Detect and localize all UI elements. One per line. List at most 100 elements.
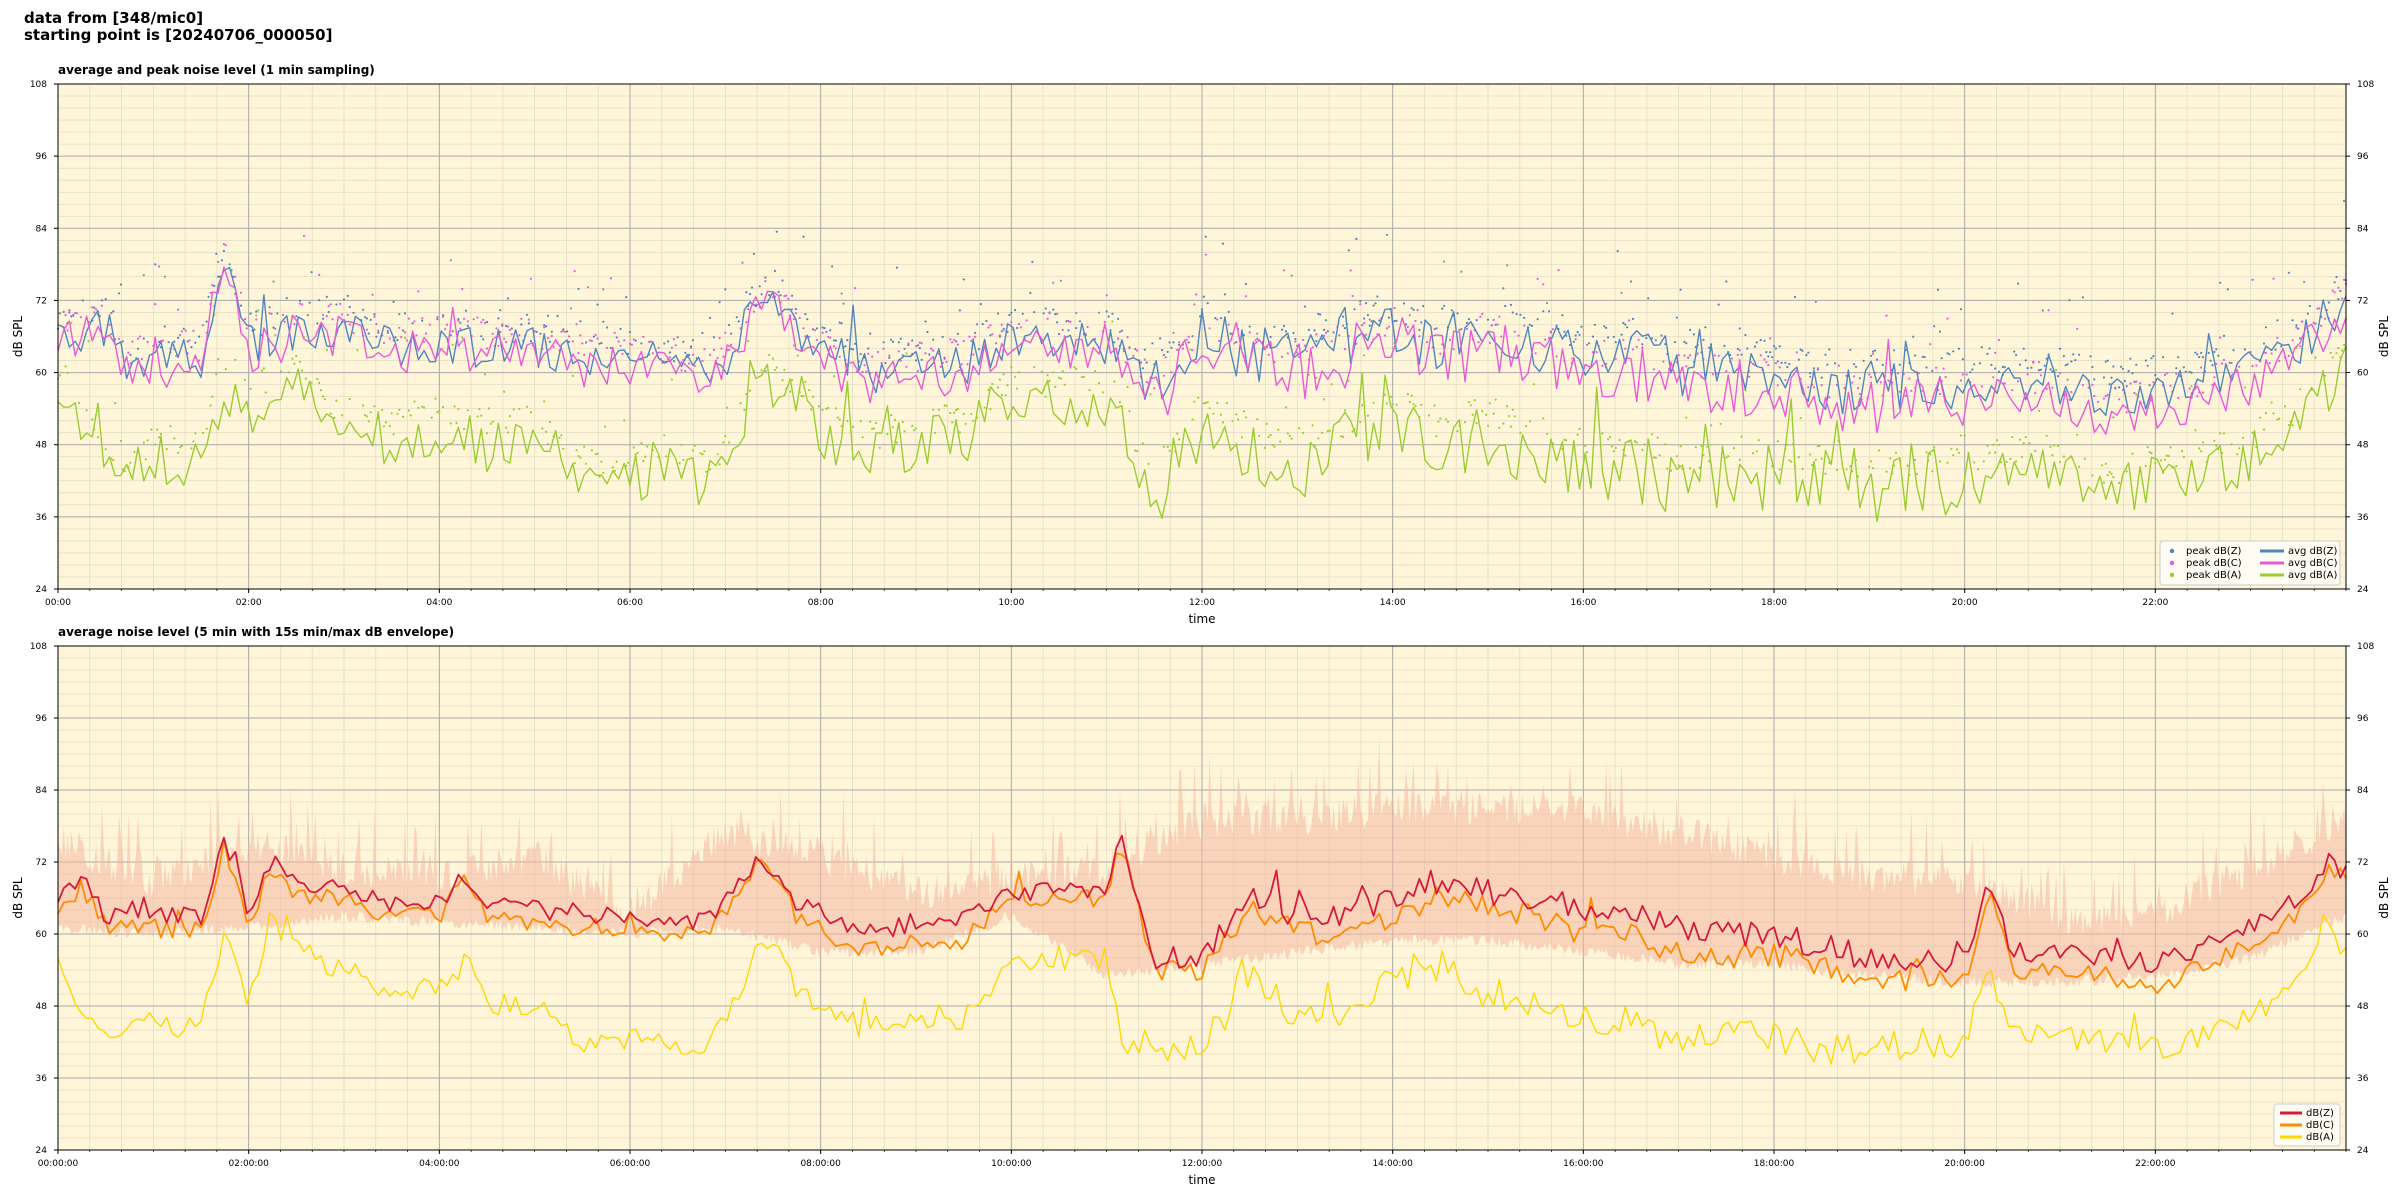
peak-point [2001,365,2004,369]
peak-point [1427,414,1430,417]
peak-point [2196,395,2199,398]
peak-point [628,342,632,345]
peak-point [228,263,231,266]
peak-point [403,312,407,315]
peak-point [392,300,395,303]
peak-point [457,408,460,411]
peak-point [1959,379,1962,382]
peak-point [901,420,904,424]
peak-point [1439,417,1442,420]
peak-point [2209,359,2212,362]
peak-point [981,323,984,326]
peak-point [1220,413,1223,416]
peak-point [1435,435,1438,438]
peak-point [76,312,79,315]
peak-point [1202,402,1205,405]
peak-point [712,348,716,351]
peak-point [1795,351,1798,354]
peak-point [1713,354,1716,357]
peak-point [1136,450,1139,453]
peak-point [2339,289,2342,293]
peak-point [382,425,386,428]
peak-point [1456,312,1459,315]
peak-point [1406,393,1409,396]
peak-point [2201,441,2205,444]
x-tick-label: 06:00:00 [610,1159,651,1169]
peak-point [400,336,403,339]
chart-title: average and peak noise level (1 min samp… [58,63,375,77]
peak-point [1976,468,1980,471]
peak-point [262,367,265,370]
peak-point [270,312,273,315]
peak-point [1233,342,1236,345]
peak-point [703,348,706,351]
peak-point [2264,326,2267,329]
peak-point [510,333,513,336]
peak-point [1460,270,1463,273]
peak-point [1303,305,1307,308]
peak-point [505,325,508,328]
x-axis-label: time [1188,1173,1215,1187]
x-tick-label: 22:00 [2142,598,2168,608]
peak-point [1322,328,1326,331]
peak-point [436,315,439,319]
peak-point [781,279,784,282]
peak-point [373,315,376,318]
peak-point [1061,370,1064,373]
peak-point [365,415,368,418]
peak-point [70,315,73,318]
peak-point [2327,301,2330,304]
peak-point [1994,451,1997,454]
peak-point [968,335,971,338]
peak-point [1281,355,1284,358]
peak-point [417,406,420,409]
x-tick-label: 10:00:00 [991,1159,1032,1169]
peak-point [2053,444,2056,447]
peak-point [636,451,639,454]
peak-point [127,351,130,354]
peak-point [832,375,836,378]
peak-point [975,323,979,326]
peak-point [2102,397,2105,400]
peak-point [2278,417,2281,420]
peak-point [1936,288,1940,291]
peak-point [2171,312,2174,315]
peak-point [884,361,887,365]
peak-point [956,343,960,346]
peak-point [2163,373,2166,376]
peak-point [1128,410,1131,413]
peak-point [299,302,302,305]
peak-point [829,329,832,332]
y-tick-label-right: 60 [2357,369,2369,379]
peak-point [1067,320,1070,323]
peak-point [1858,392,1861,396]
peak-point [789,390,792,393]
peak-point [1002,373,1005,376]
peak-point [434,397,437,400]
peak-point [838,355,841,359]
peak-point [2329,351,2332,354]
peak-point [508,415,511,418]
peak-point [953,338,956,341]
peak-point [2200,366,2203,369]
y-tick-label: 24 [36,1146,48,1156]
peak-point [1010,366,1013,369]
peak-point [1237,418,1240,421]
peak-point [1471,413,1474,416]
peak-point [205,427,208,430]
peak-point [66,329,69,332]
peak-point [543,400,546,403]
peak-point [649,340,653,343]
peak-point [1673,340,1676,344]
peak-point [1425,341,1429,344]
peak-point [2118,398,2121,401]
peak-point [546,314,550,317]
peak-point [1057,376,1061,379]
peak-point [112,310,115,313]
peak-point [1757,439,1760,442]
peak-point [1740,435,1743,438]
peak-point [2299,345,2302,348]
peak-point [163,325,166,328]
peak-point [1988,451,1991,454]
peak-point [874,421,878,424]
